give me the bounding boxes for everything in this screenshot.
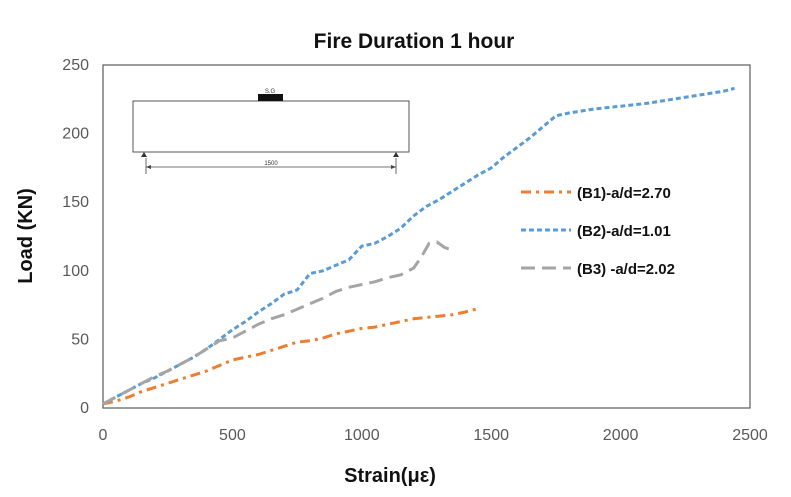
x-tick-label: 1000: [344, 427, 380, 444]
legend-label: (B1)-a/d=2.70: [577, 185, 671, 202]
x-axis-title: Strain(με): [344, 465, 436, 487]
series-line: [102, 240, 453, 406]
legend-label: (B3) -a/d=2.02: [577, 261, 675, 278]
y-tick-label: 100: [62, 263, 89, 280]
beam-body: [132, 100, 410, 153]
y-tick-label: 150: [62, 194, 89, 211]
series-line: [102, 307, 477, 406]
y-tick-label: 250: [62, 57, 89, 74]
x-tick-label: 2000: [603, 427, 639, 444]
y-tick-label: 0: [80, 400, 89, 417]
y-tick-label: 200: [62, 126, 89, 143]
y-tick-label: 50: [71, 331, 89, 348]
strain-gauge: [258, 94, 283, 101]
series-line: [102, 86, 735, 406]
dimension-arrow-right-icon: [391, 165, 396, 169]
x-tick-label: 1500: [473, 427, 509, 444]
x-tick-label: 2500: [732, 427, 768, 444]
x-tick-label: 0: [99, 427, 108, 444]
span-dimension-label: 1500: [264, 161, 278, 167]
legend-label: (B2)-a/d=1.01: [577, 223, 671, 240]
plot-area-frame: [102, 64, 751, 409]
beam-schematic-inset: S.G 1500: [132, 89, 410, 174]
y-axis-title: Load (KN): [15, 188, 37, 284]
strain-gauge-label: S.G: [265, 89, 276, 95]
right-support-icon: [393, 152, 399, 157]
chart-title: Fire Duration 1 hour: [314, 30, 515, 53]
y-axis-ticks: 0 50 100 150 200 250: [62, 57, 89, 417]
dimension-arrow-left-icon: [146, 165, 151, 169]
left-support-icon: [141, 152, 147, 157]
series-layer: [102, 86, 735, 406]
x-axis-ticks: 0 500 1000 1500 2000 2500: [99, 427, 768, 444]
x-tick-label: 500: [219, 427, 246, 444]
legend: (B1)-a/d=2.70 (B2)-a/d=1.01 (B3) -a/d=2.02: [521, 185, 675, 278]
